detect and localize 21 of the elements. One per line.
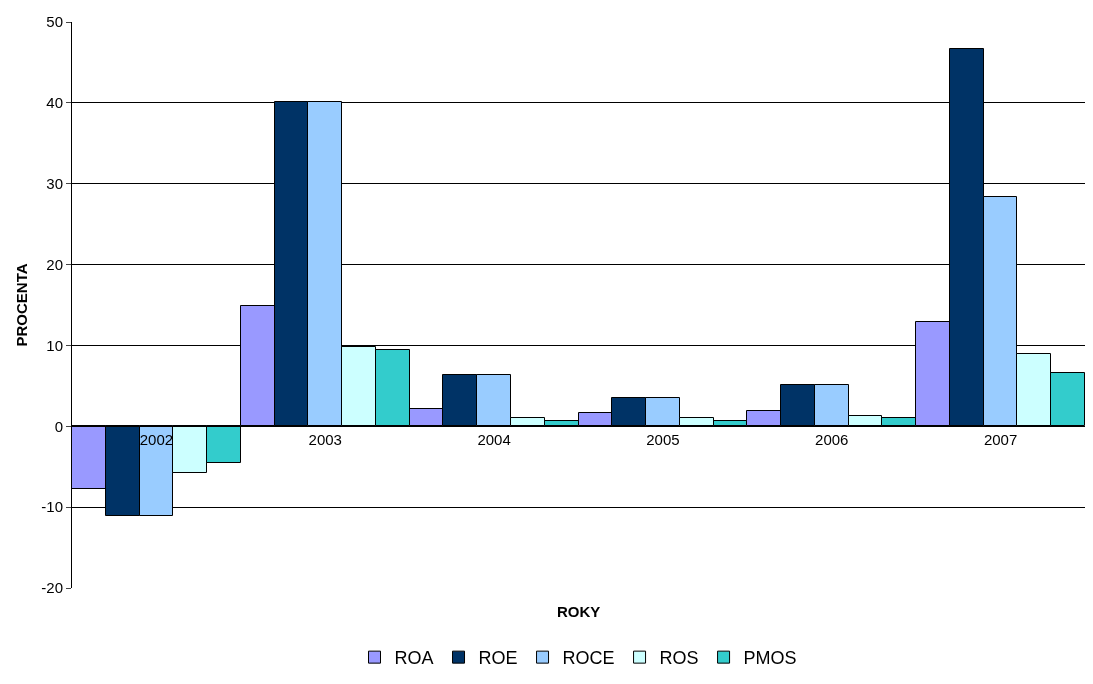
y-tick-label: 0: [54, 417, 63, 435]
x-axis-title: ROKY: [557, 603, 601, 620]
legend-label: ROE: [478, 648, 518, 669]
x-tick-label: 2007: [983, 431, 1018, 449]
x-tick-label: 2006: [815, 431, 849, 449]
legend-label: ROCE: [562, 648, 615, 669]
legend-label: ROA: [394, 648, 434, 669]
y-tick-label: -20: [41, 579, 63, 597]
y-tick-label: 10: [46, 336, 63, 354]
y-tick-label: 50: [46, 13, 63, 31]
y-tick-label: -10: [41, 498, 63, 516]
y-tick-label: 40: [46, 94, 63, 112]
legend-label: PMOS: [743, 648, 797, 669]
x-tick-label: 2004: [477, 431, 511, 449]
y-tick-label: 30: [46, 174, 63, 192]
x-tick-label: 2003: [308, 431, 342, 449]
legend-label: ROS: [659, 648, 699, 669]
y-tick-label: 20: [46, 255, 63, 273]
x-tick-label: 2005: [646, 431, 680, 449]
x-tick-label: 2002: [139, 431, 174, 449]
y-axis-title: PROCENTA: [12, 263, 30, 347]
